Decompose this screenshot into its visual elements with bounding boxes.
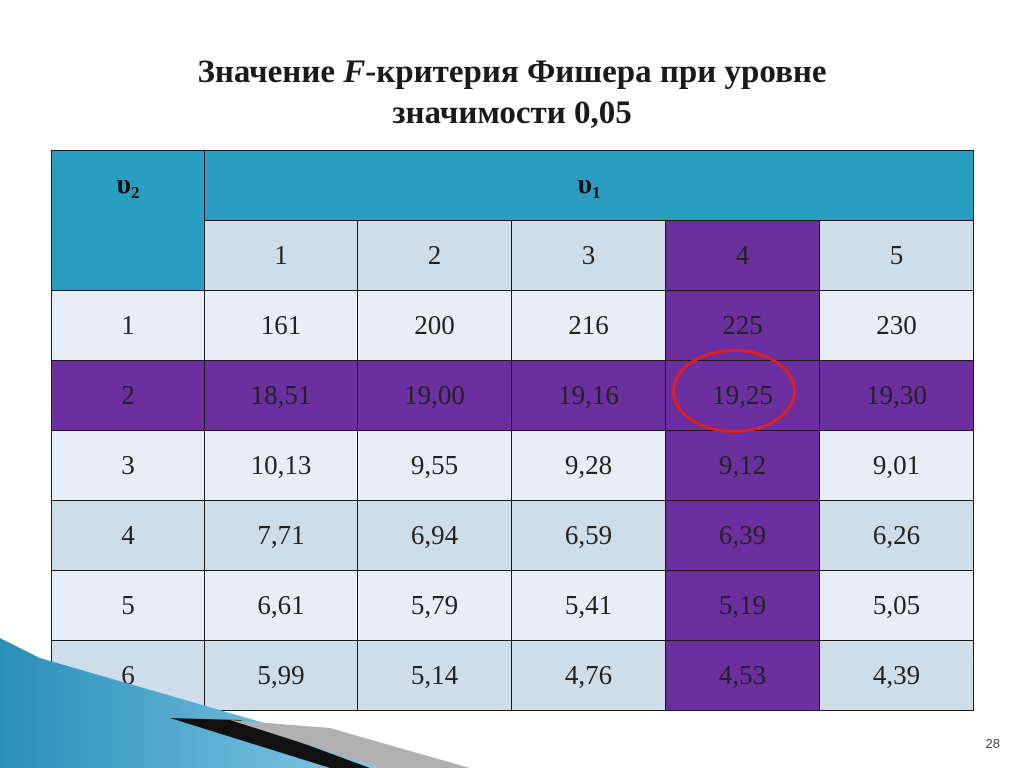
page-number: 28	[985, 736, 1000, 751]
nu2-symbol: υ	[116, 169, 132, 200]
table-cell-highlighted: 4,53	[665, 640, 820, 711]
table-cell: 230	[818, 290, 975, 361]
nu1-symbol: υ	[577, 169, 593, 200]
header-row-columns: 1 2 3 4 5	[52, 220, 975, 291]
table-cell: 5,41	[511, 570, 666, 641]
column-header: 3	[511, 220, 666, 291]
row-label: 4	[51, 500, 205, 571]
table-cell-circled: 19,25	[665, 349, 820, 433]
title-italic-f: F	[343, 54, 366, 90]
slide-decoration	[0, 638, 470, 768]
table-cell: 6,59	[511, 500, 666, 571]
row-label: 5	[51, 570, 205, 641]
table-row: 5 6,61 5,79 5,41 5,19 5,05	[51, 570, 975, 641]
title-suffix: -критерия Фишера при уровне	[365, 54, 827, 90]
table-cell: 5,14	[357, 640, 512, 711]
table-cell: 7,71	[204, 500, 358, 571]
table-cell: 18,51	[204, 360, 358, 431]
table-cell: 4,76	[511, 640, 666, 711]
table-cell: 200	[357, 290, 512, 361]
table-cell: 5,79	[357, 570, 512, 641]
teal-swoosh	[0, 638, 420, 768]
table-cell: 6,26	[818, 500, 975, 571]
column-header: 2	[357, 220, 512, 291]
row-label: 1	[51, 290, 205, 361]
column-header-highlighted: 4	[665, 220, 820, 291]
table-cell-highlighted: 225	[665, 290, 820, 361]
table-cell: 9,01	[818, 430, 975, 501]
title-line-1: Значение F-критерия Фишера при уровне	[0, 52, 1024, 93]
table-cell-highlighted: 5,19	[665, 570, 820, 641]
table-cell: 9,28	[511, 430, 666, 501]
table-cell: 216	[511, 290, 666, 361]
table-cell: 4,39	[818, 640, 975, 711]
slide-title: Значение F-критерия Фишера при уровне зн…	[0, 52, 1024, 134]
table-row: 4 7,71 6,94 6,59 6,39 6,26	[51, 500, 975, 571]
table-cell: 6,61	[204, 570, 358, 641]
table-row: 3 10,13 9,55 9,28 9,12 9,01	[51, 430, 975, 501]
table-cell: 19,30	[818, 360, 975, 431]
critical-value: 19,25	[712, 380, 773, 410]
table-cell: 19,00	[357, 360, 512, 431]
table-cell: 10,13	[204, 430, 358, 501]
row-header-nu2: υ2	[51, 150, 205, 291]
row-label: 2	[51, 360, 205, 431]
table-cell-highlighted: 9,12	[665, 430, 820, 501]
table-cell: 19,16	[511, 360, 666, 431]
table-cell-highlighted: 6,39	[665, 500, 820, 571]
title-prefix: Значение	[197, 54, 344, 90]
table-cell: 5,05	[818, 570, 975, 641]
table-row: 1 161 200 216 225 230	[51, 290, 975, 361]
table-cell: 5,99	[204, 640, 358, 711]
nu1-subscript: 1	[592, 183, 601, 202]
table-cell: 161	[204, 290, 358, 361]
table-row-highlighted: 2 18,51 19,00 19,16 19,25 19,30	[51, 349, 975, 433]
nu2-subscript: 2	[131, 183, 140, 202]
column-header: 1	[204, 220, 358, 291]
gray-swoosh	[230, 720, 470, 768]
column-header: 5	[818, 220, 975, 291]
header-row-top: υ2 υ1	[51, 150, 975, 291]
title-line-2: значимости 0,05	[392, 95, 632, 131]
table-cell: 9,55	[357, 430, 512, 501]
f-criterion-table: υ2 υ1 1 2 3 4 5 1 161 200 216 225 230 2 …	[51, 150, 975, 711]
table-cell: 6,94	[357, 500, 512, 571]
black-swoosh	[170, 718, 370, 768]
col-header-nu1: υ1	[203, 150, 975, 221]
row-label: 3	[51, 430, 205, 501]
